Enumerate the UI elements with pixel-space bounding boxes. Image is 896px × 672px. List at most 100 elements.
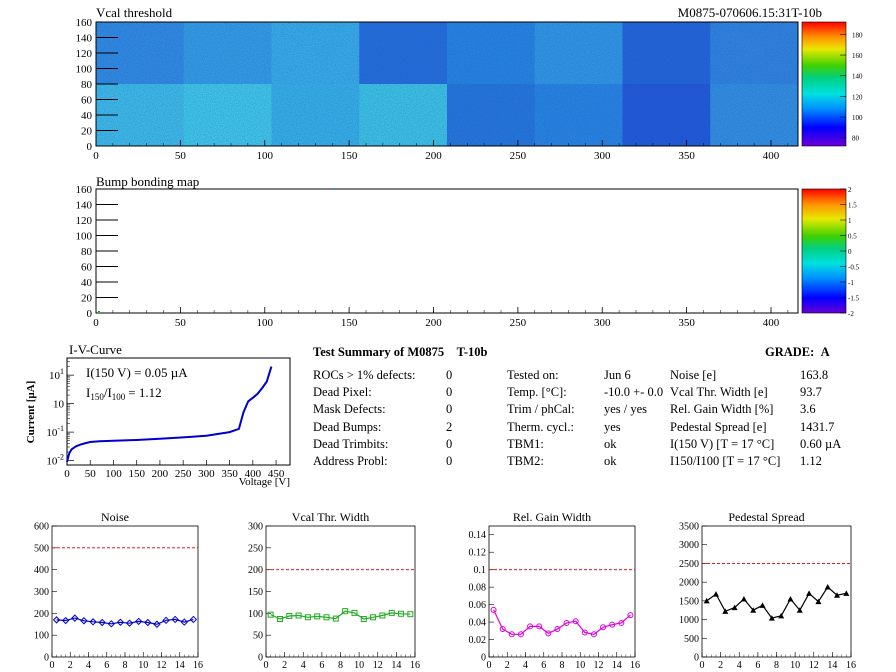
mini-y-tick-label: 2000 [679, 578, 699, 589]
mini-x-tick-label: 6 [319, 660, 324, 671]
y-tick-label: 160 [76, 17, 93, 29]
iv-y-tick-label: 10-1 [46, 424, 64, 439]
mini-marker [517, 631, 524, 638]
mini-marker [134, 617, 143, 626]
mini-marker [712, 591, 719, 597]
palette-tick-label: -1 [848, 279, 854, 287]
bump-bonding-map: 0 50 100 150 200 250 300 350 4000204060801001201… [76, 174, 860, 329]
mini-marker [314, 613, 321, 620]
mini-marker [787, 595, 794, 602]
summary-left-label: Dead Pixel: [313, 385, 372, 400]
mini-marker [276, 616, 283, 623]
summary-mid-value: ok [604, 436, 617, 451]
mini-x-tick-label: 2 [505, 660, 510, 671]
iv-ratio: I150/I100 = 1.12 [86, 385, 162, 402]
iv-x-tick-label: 400 [245, 468, 262, 480]
mini-y-tick-label: 3000 [679, 540, 699, 551]
bump-map-title: Bump bonding map [96, 174, 199, 189]
mini-marker [153, 620, 161, 628]
palette-tick-label: 2 [848, 186, 852, 194]
mini-x-tick-label: 2 [718, 660, 723, 671]
mini-marker [572, 618, 579, 625]
mini-marker [89, 618, 97, 626]
mini-marker [750, 607, 757, 613]
summary-mid-label: Trim / phCal: [507, 402, 575, 417]
mini-x-tick-label: 6 [541, 660, 546, 671]
summary-left-value: 0 [446, 385, 453, 400]
mini-x-tick-label: 8 [774, 660, 779, 671]
mini-chart-title: Noise [101, 510, 129, 524]
summary-mid-value: -10.0 +- 0.0 [604, 385, 664, 400]
mini-marker [125, 619, 134, 627]
mini-x-tick-label: 12 [594, 660, 604, 671]
mini-series-line [706, 586, 847, 619]
mini-y-tick-label: 0.04 [469, 618, 487, 629]
x-tick-label: 50 [175, 317, 187, 329]
mini-y-tick-label: 2500 [679, 559, 699, 570]
mini-y-tick-label: 200 [34, 609, 49, 620]
y-tick-label: 120 [76, 215, 93, 227]
iv-x-tick-label: 450 [268, 468, 285, 480]
summary-right-value: 1431.7 [800, 419, 835, 434]
iv-x-tick-label: 0 [64, 468, 70, 480]
mini-y-tick-label: 100 [34, 631, 49, 642]
palette-tick-label: 120 [852, 93, 863, 101]
y-tick-label: 20 [81, 126, 93, 138]
mini-marker [768, 615, 775, 621]
mini-x-tick-label: 12 [809, 660, 819, 671]
summary-left-value: 0 [446, 436, 453, 451]
mini-series-line [493, 609, 631, 635]
mini-marker [267, 611, 274, 618]
mini-frame [701, 525, 852, 658]
x-tick-label: 150 [341, 150, 358, 162]
mini-marker [332, 615, 339, 622]
mini-x-tick-label: 8 [338, 660, 343, 671]
mini-chart-title: Vcal Thr. Width [292, 510, 369, 524]
mini-y-tick-label: 1500 [679, 596, 699, 607]
mini-marker [590, 631, 597, 638]
summary-right-value: 163.8 [800, 368, 829, 382]
palette-tick-label: 100 [852, 114, 863, 122]
mini-marker [379, 612, 386, 619]
mini-x-tick-label: 12 [373, 660, 383, 671]
palette-tick-label: 0.5 [848, 233, 857, 241]
mini-x-tick-label: 0 [264, 660, 269, 671]
mini-frame [488, 525, 636, 658]
mini-marker [722, 608, 729, 614]
mini-y-tick-label: 150 [248, 587, 263, 598]
mini-marker [323, 614, 330, 621]
mini-marker [342, 608, 349, 615]
mini-marker [545, 630, 552, 637]
mini-x-tick-label: 16 [630, 660, 640, 671]
mini-marker [407, 611, 414, 618]
mini-y-tick-label: 600 [34, 522, 49, 533]
palette-tick-label: -2 [848, 310, 854, 318]
mini-y-tick-label: 0.08 [469, 583, 487, 594]
iv-y-tick-label: 101 [49, 367, 64, 382]
x-tick-label: 200 [425, 317, 442, 329]
y-tick-label: 100 [76, 64, 93, 76]
mini-y-tick-label: 0 [694, 653, 699, 664]
mini-y-tick-label: 0 [258, 653, 263, 664]
mini-marker [618, 619, 625, 626]
y-tick-label: 60 [81, 262, 93, 274]
mini-series-line [270, 610, 411, 620]
mini-marker [189, 615, 198, 624]
mini-marker [398, 610, 405, 617]
mini-y-tick-label: 50 [253, 631, 263, 642]
mini-marker [80, 617, 88, 625]
mini-marker [627, 612, 634, 619]
summary-left-value: 0 [446, 368, 453, 382]
mini-x-tick-label: 4 [523, 660, 528, 671]
mini-marker [527, 623, 534, 630]
palette-tick-label: 1.5 [848, 202, 857, 210]
mini-marker [351, 609, 358, 616]
y-tick-label: 80 [81, 246, 93, 258]
mini-marker [180, 618, 189, 626]
mini-marker [834, 592, 841, 598]
mini-chart: Vcal Thr. Width 0 2 4 6 8 10 12 14 16 0 50 100 150 200… [248, 510, 420, 671]
summary-left-label: Address Probl: [313, 454, 388, 468]
mini-x-tick-label: 0 [487, 660, 492, 671]
mini-chart: Pedestal Spread 0 2 4 6 8 10 12 14 16 0 500 1000 1500… [679, 510, 856, 671]
